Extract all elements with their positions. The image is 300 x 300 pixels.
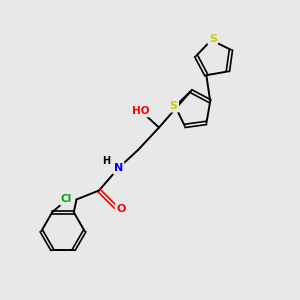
Text: N: N xyxy=(114,163,123,173)
Text: S: S xyxy=(170,101,178,111)
Text: O: O xyxy=(116,203,126,214)
Text: S: S xyxy=(209,34,217,44)
Text: HO: HO xyxy=(132,106,150,116)
Text: Cl: Cl xyxy=(61,194,72,204)
Text: H: H xyxy=(102,156,110,167)
